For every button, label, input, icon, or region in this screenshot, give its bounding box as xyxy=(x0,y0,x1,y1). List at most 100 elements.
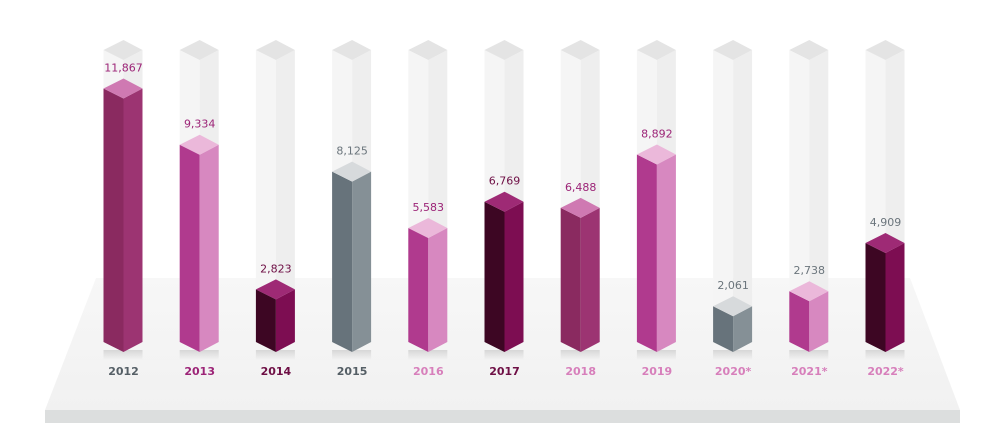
bar-6-side xyxy=(580,207,600,352)
bar-shadow-8 xyxy=(713,350,753,360)
bar-10-side xyxy=(885,242,905,352)
bar-8-top xyxy=(713,296,753,317)
bar-4-top xyxy=(408,218,448,239)
column-bg-5-top xyxy=(484,40,524,60)
bar-9-front xyxy=(789,291,810,352)
column-bg-7-top xyxy=(636,40,676,60)
bar-shadow-3 xyxy=(332,350,372,360)
column-bg-9-top xyxy=(789,40,829,60)
bar-6[interactable] xyxy=(560,197,600,352)
column-bg-8-front xyxy=(713,50,734,352)
bar-7-top xyxy=(636,144,676,165)
year-label-4: 2016 xyxy=(413,365,444,378)
bar-6-front xyxy=(560,207,581,352)
column-bg-2-front xyxy=(255,50,276,352)
column-bg-4-top xyxy=(408,40,448,60)
column-bg-3-top xyxy=(332,40,372,60)
bar-7[interactable] xyxy=(636,144,676,352)
year-label-9: 2021* xyxy=(791,365,828,378)
bar-3-side xyxy=(352,171,372,352)
column-bg-8-top xyxy=(713,40,753,60)
column-bg-6-top xyxy=(560,40,600,60)
column-bg-2-top xyxy=(255,40,295,60)
bar-1[interactable] xyxy=(179,134,219,352)
bar-6-top xyxy=(560,197,600,218)
bar-3-top xyxy=(332,161,372,182)
year-label-2: 2014 xyxy=(261,365,292,378)
bar-2[interactable] xyxy=(255,279,295,352)
bar-2-front xyxy=(255,289,276,352)
year-label-1: 2013 xyxy=(184,365,215,378)
column-bg-9 xyxy=(789,40,829,352)
year-labels-layer: 2012 2013 2014 2015 2016 2017 2018 2019 2020* 202… xyxy=(108,365,904,378)
bar-1-side xyxy=(199,144,219,352)
bar-9-top xyxy=(789,281,829,302)
value-label-10: 4,909 xyxy=(870,216,902,229)
bar-1-front xyxy=(179,144,200,352)
column-bg-9-side xyxy=(809,50,829,352)
bar-4-side xyxy=(428,228,448,352)
column-bg-8-side xyxy=(733,50,753,352)
value-label-3: 8,125 xyxy=(336,145,368,158)
column-bg-1-top xyxy=(179,40,219,60)
value-label-6: 6,488 xyxy=(565,181,597,194)
value-labels-layer: 11,867 9,334 2,823 8,125 5,583 6,769 6,488 8,89… xyxy=(104,61,901,292)
bar-7-front xyxy=(636,154,657,352)
bars-layer xyxy=(103,78,905,360)
year-label-0: 2012 xyxy=(108,365,139,378)
year-label-7: 2019 xyxy=(642,365,673,378)
bar-0-side xyxy=(123,88,143,353)
column-bg-0-top xyxy=(103,40,143,60)
value-label-2: 2,823 xyxy=(260,262,292,275)
bar-10[interactable] xyxy=(865,232,905,352)
floor-edge xyxy=(45,410,960,423)
bar-8-side xyxy=(733,306,753,352)
bar-3[interactable] xyxy=(332,161,372,352)
bar-shadow-6 xyxy=(560,350,600,360)
bar-9[interactable] xyxy=(789,281,829,352)
value-label-5: 6,769 xyxy=(489,175,521,188)
bar-shadow-2 xyxy=(255,350,295,360)
value-label-0: 11,867 xyxy=(104,61,143,74)
bar-shadow-5 xyxy=(484,350,524,360)
bar-1-top xyxy=(179,134,219,155)
bar-shadow-9 xyxy=(789,350,829,360)
value-label-8: 2,061 xyxy=(717,279,749,292)
bar-0-front xyxy=(103,88,124,353)
value-label-1: 9,334 xyxy=(184,118,216,131)
bar-shadow-0 xyxy=(103,350,143,360)
bar-8-front xyxy=(713,306,734,352)
bar-3-front xyxy=(332,171,353,352)
year-label-3: 2015 xyxy=(337,365,368,378)
bar-8[interactable] xyxy=(713,296,753,352)
bar-shadow-7 xyxy=(636,350,676,360)
bar-shadow-10 xyxy=(865,350,905,360)
value-label-4: 5,583 xyxy=(413,201,445,214)
bar-2-top xyxy=(255,279,295,300)
year-label-8: 2020* xyxy=(715,365,752,378)
bar-4[interactable] xyxy=(408,218,448,352)
bar-0-top xyxy=(103,78,143,99)
column-bg-8 xyxy=(713,40,753,352)
column-bg-10-top xyxy=(865,40,905,60)
column-bg-9-front xyxy=(789,50,810,352)
bar-5[interactable] xyxy=(484,191,524,352)
value-label-9: 2,738 xyxy=(794,264,826,277)
bar-5-top xyxy=(484,191,524,212)
column-bg-2-side xyxy=(275,50,295,352)
bar-2-side xyxy=(275,289,295,352)
bar-0[interactable] xyxy=(103,78,143,353)
year-label-5: 2017 xyxy=(489,365,520,378)
year-label-6: 2018 xyxy=(565,365,596,378)
bar-shadow-1 xyxy=(179,350,219,360)
bar-5-front xyxy=(484,201,505,352)
bar-9-side xyxy=(809,291,829,352)
bar-5-side xyxy=(504,201,524,352)
bar-7-side xyxy=(656,154,676,352)
bar-4-front xyxy=(408,228,429,352)
bar-10-top xyxy=(865,232,905,253)
bar-10-front xyxy=(865,242,886,352)
value-label-7: 8,892 xyxy=(641,128,673,141)
column-bg-2 xyxy=(255,40,295,352)
